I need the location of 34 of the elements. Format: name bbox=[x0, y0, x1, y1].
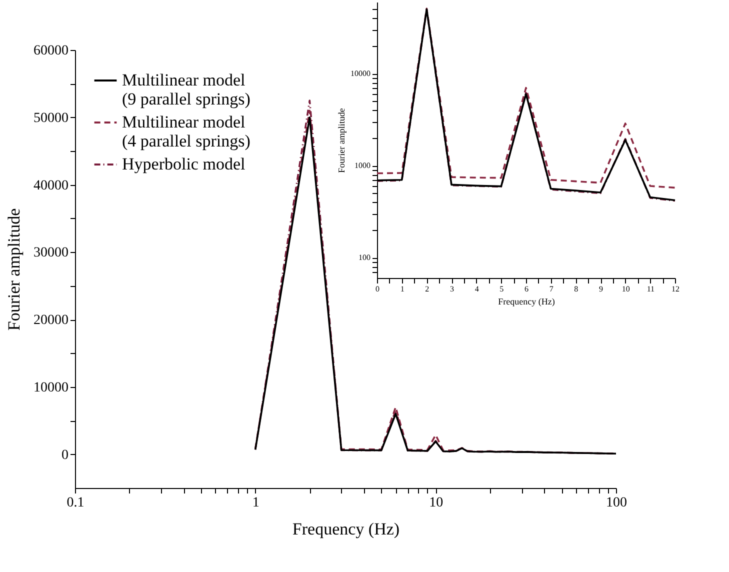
y-axis-title: Fourier amplitude bbox=[336, 108, 346, 173]
y-tick-label: 50000 bbox=[34, 110, 68, 126]
y-tick-label: 40000 bbox=[34, 178, 68, 194]
x-tick-label: 8 bbox=[574, 284, 578, 294]
x-tick-label: 10 bbox=[429, 496, 444, 510]
y-axis-title: Fourier amplitude bbox=[4, 208, 24, 331]
legend-label: Hyperbolic model bbox=[122, 154, 246, 174]
x-tick-label: 4 bbox=[474, 284, 479, 294]
y-tick-label: 10000 bbox=[350, 69, 370, 78]
x-tick-label: 9 bbox=[599, 284, 603, 294]
y-tick-label: 60000 bbox=[34, 44, 68, 58]
y-tick-label: 30000 bbox=[34, 246, 68, 261]
x-tick-label: 100 bbox=[606, 496, 627, 510]
x-tick-label: 1 bbox=[252, 496, 260, 510]
y-tick-label: 100 bbox=[358, 253, 370, 262]
x-tick-label: 11 bbox=[646, 284, 655, 294]
x-tick-label: 10 bbox=[622, 284, 630, 294]
y-tick-label: 20000 bbox=[34, 313, 68, 328]
legend-label: Multilinear model (4 parallel springs) bbox=[122, 112, 250, 150]
x-tick-label: 2 bbox=[425, 284, 430, 294]
legend-label: Multilinear model (9 parallel springs) bbox=[122, 70, 250, 108]
y-tick-label: 0 bbox=[62, 448, 68, 463]
x-tick-label: 1 bbox=[400, 284, 404, 294]
x-axis-title: Frequency (Hz) bbox=[498, 296, 555, 306]
x-tick-label: 0.1 bbox=[66, 496, 84, 510]
x-tick-label: 3 bbox=[450, 284, 454, 294]
x-tick-label: 0 bbox=[376, 284, 380, 294]
x-tick-label: 12 bbox=[672, 284, 680, 294]
y-tick-label: 1000 bbox=[354, 161, 370, 170]
x-axis-title: Frequency (Hz) bbox=[292, 520, 400, 538]
x-tick-label: 7 bbox=[549, 284, 554, 294]
y-tick-label: 10000 bbox=[34, 380, 68, 396]
x-tick-label: 5 bbox=[500, 284, 504, 294]
x-tick-label: 6 bbox=[524, 284, 528, 294]
